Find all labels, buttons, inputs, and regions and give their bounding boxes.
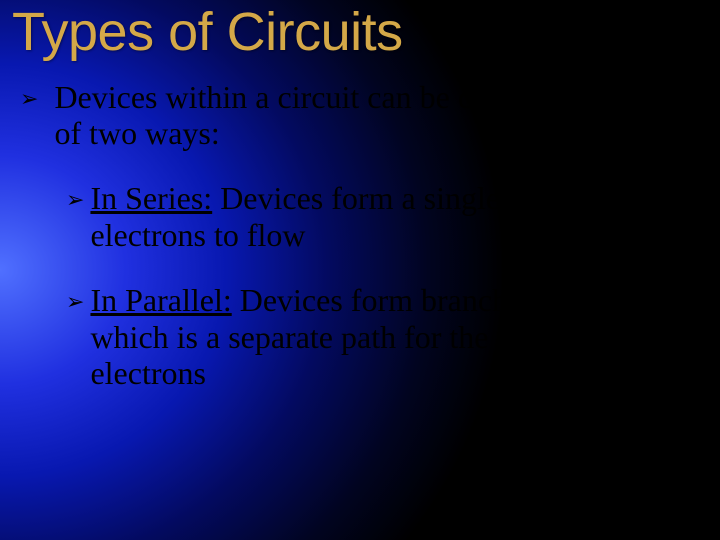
bullet-level2: ➢ In Series: Devices form a single pathw…: [66, 180, 708, 254]
bullet-text: In Parallel: Devices form branches, each…: [90, 282, 708, 392]
bullet-marker-icon: ➢: [20, 86, 38, 111]
bullet-level2: ➢ In Parallel: Devices form branches, ea…: [66, 282, 708, 392]
bullet-text: In Series: Devices form a single pathway…: [90, 180, 708, 254]
slide-title: Types of Circuits: [12, 4, 708, 61]
bullet-text: Devices within a circuit can be connecte…: [54, 79, 708, 153]
bullet-lead-underlined: In Parallel:: [90, 282, 231, 318]
bullet-level1: ➢ Devices within a circuit can be connec…: [20, 79, 708, 153]
bullet-marker-icon: ➢: [66, 187, 84, 212]
bullet-marker-icon: ➢: [66, 289, 84, 314]
slide-content: Types of Circuits ➢ Devices within a cir…: [0, 0, 720, 540]
bullet-lead-underlined: In Series:: [90, 180, 212, 216]
